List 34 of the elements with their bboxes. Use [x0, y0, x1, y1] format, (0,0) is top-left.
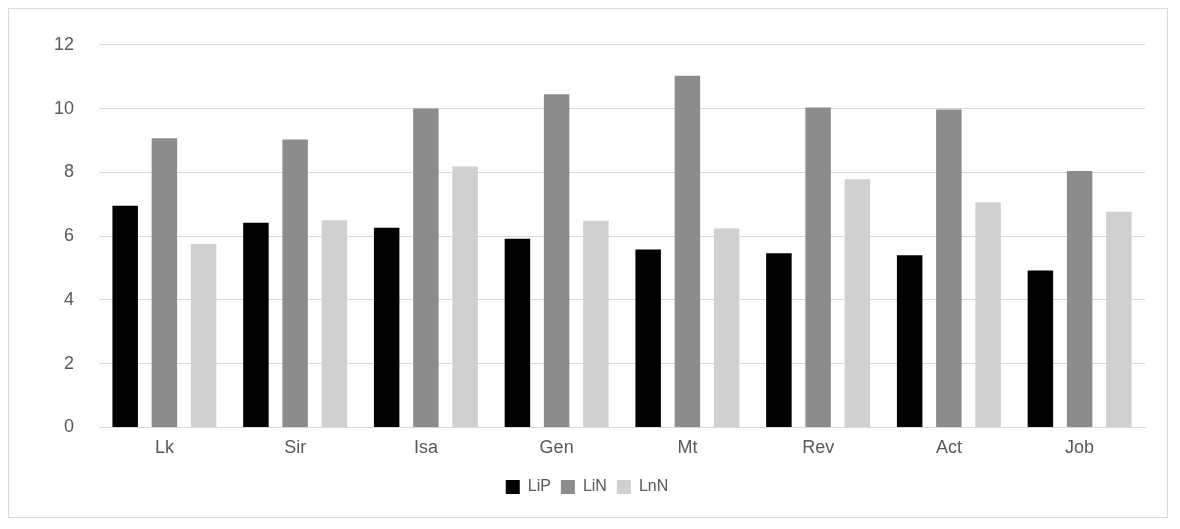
x-tick-label: Sir: [284, 437, 307, 458]
y-tick-label: 12: [53, 33, 75, 54]
bar: [1027, 270, 1054, 427]
legend-label: LnN: [638, 477, 669, 495]
bar: [936, 109, 962, 427]
bar: [373, 227, 400, 427]
bar: [112, 205, 138, 427]
y-tick-label: 0: [64, 416, 75, 437]
y-tick-label: 10: [53, 97, 75, 118]
bar: [413, 108, 439, 427]
x-tick-label: Job: [1065, 437, 1095, 458]
x-tick-label: Isa: [413, 437, 439, 458]
y-tick-label: 4: [64, 288, 75, 309]
x-tick-label: Gen: [539, 437, 574, 458]
bar: [674, 75, 701, 427]
bar: [635, 249, 661, 427]
bar: [766, 253, 792, 427]
y-tick-label: 2: [64, 352, 75, 373]
bar: [1066, 171, 1093, 427]
x-tick-label: Lk: [154, 437, 175, 458]
bar: [543, 94, 570, 427]
y-tick-label: 6: [64, 225, 75, 246]
bar: [282, 139, 308, 427]
legend-label: LiN: [582, 477, 607, 495]
y-tick-label: 8: [64, 161, 75, 182]
legend-label: LiP: [527, 477, 551, 495]
bar: [805, 107, 831, 427]
x-tick-label: Rev: [802, 437, 835, 458]
x-tick-label: Mt: [677, 437, 698, 458]
bar: [504, 238, 531, 427]
x-tick-label: Act: [935, 437, 962, 458]
bar: [896, 255, 923, 427]
bar: [151, 138, 178, 427]
bar: [243, 222, 269, 427]
